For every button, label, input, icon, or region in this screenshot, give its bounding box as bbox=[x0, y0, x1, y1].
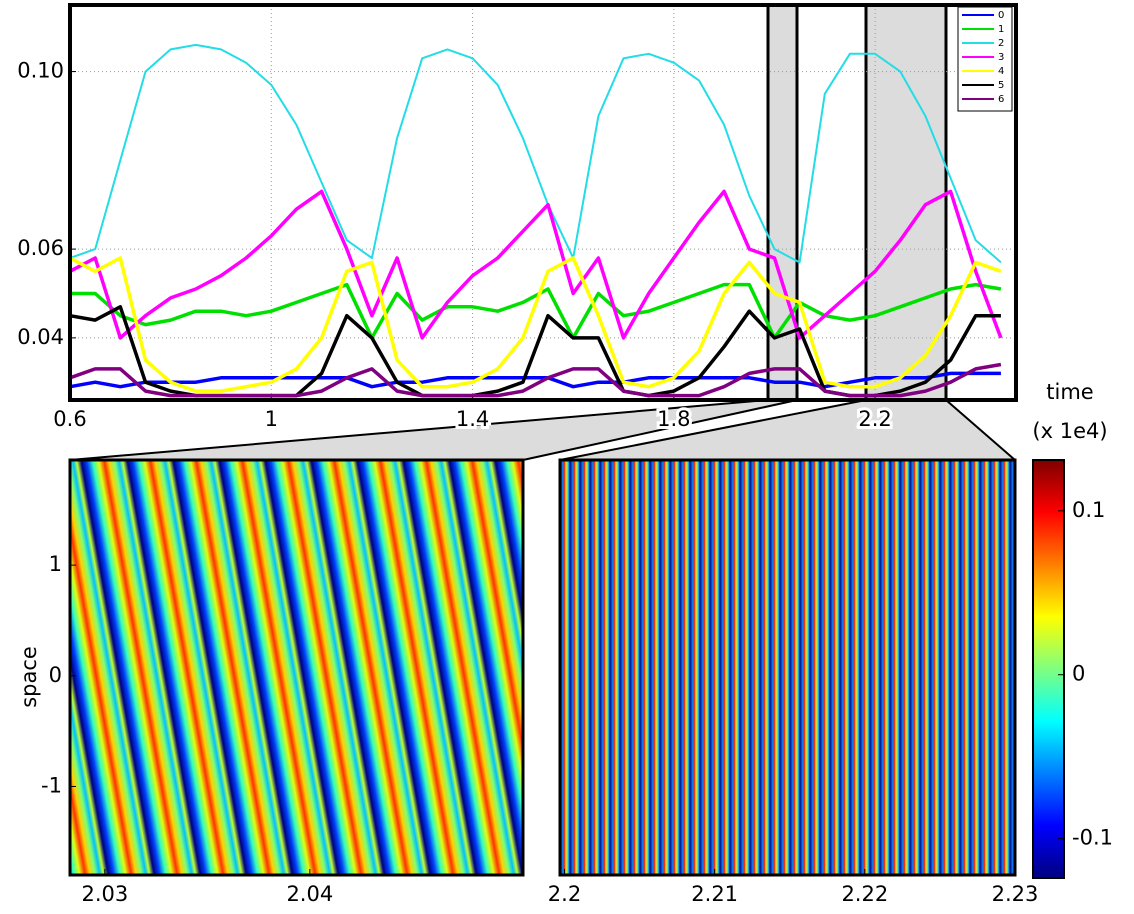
x-tick-label: 2.2 bbox=[858, 407, 891, 431]
x-axis-label: time bbox=[1046, 380, 1093, 404]
series-line bbox=[70, 282, 1002, 340]
x-tick-label: 2.03 bbox=[81, 882, 128, 906]
x-tick-label: 2.04 bbox=[286, 882, 333, 906]
plot-frame bbox=[68, 3, 1018, 402]
heatmap-image bbox=[68, 458, 525, 877]
colorbar-tick-label: 0.1 bbox=[1072, 498, 1105, 522]
colorbar bbox=[1032, 459, 1065, 879]
x-tick-label: 2.22 bbox=[841, 882, 888, 906]
series-line bbox=[69, 256, 1002, 393]
heatmap-image bbox=[558, 458, 1017, 877]
lower-charts: 0.6 1 1.4 1.8 2.2 2.03 2.04 1 0 -1 2.2 2.21 2.22 2.23… bbox=[41, 404, 1113, 906]
legend-label: 5 bbox=[998, 80, 1004, 91]
x-axis-unit: (x 1e4) bbox=[1032, 419, 1107, 443]
x-tick-label: 1.8 bbox=[657, 407, 690, 431]
y-tick-label: 0.06 bbox=[17, 236, 64, 260]
legend-label: 3 bbox=[998, 52, 1004, 63]
zoom-line bbox=[69, 399, 769, 461]
y-tick-label: 0.10 bbox=[17, 59, 64, 83]
legend-label: 2 bbox=[998, 38, 1004, 49]
y-axis-label: space bbox=[17, 646, 41, 708]
y-tick-label: 0 bbox=[49, 663, 62, 687]
x-tick-label: 1 bbox=[265, 407, 278, 431]
y-tick-label: 0.04 bbox=[17, 325, 64, 349]
x-tick-label: 2.21 bbox=[691, 882, 738, 906]
legend-box bbox=[957, 6, 1013, 112]
y-tick-label: 1 bbox=[49, 552, 62, 576]
zoom-region bbox=[766, 3, 799, 402]
series-line bbox=[69, 43, 1002, 264]
series-line bbox=[69, 371, 1001, 389]
zoom-connectors bbox=[69, 399, 1016, 461]
zoom-line bbox=[945, 399, 1016, 461]
legend-label: 6 bbox=[998, 94, 1004, 105]
zoom-connector bbox=[560, 400, 1015, 460]
y-tick-label: -1 bbox=[41, 773, 62, 797]
x-tick-label: 1.4 bbox=[456, 407, 489, 431]
zoom-line bbox=[559, 399, 867, 461]
top-chart: 0.10 0.06 0.04 0 1 2 3 4 5 6 bbox=[17, 5, 1016, 400]
legend-label: 1 bbox=[998, 24, 1004, 35]
plot-area bbox=[70, 5, 1016, 400]
series-line bbox=[69, 189, 1003, 340]
colorbar-tick-label: 0 bbox=[1072, 662, 1085, 686]
x-tick-label: 0.6 bbox=[53, 407, 86, 431]
legend-label: 4 bbox=[998, 66, 1004, 77]
zoom-line bbox=[522, 399, 798, 461]
series-line bbox=[69, 362, 1002, 398]
x-tick-label: 2.2 bbox=[548, 882, 581, 906]
colorbar-tick-label: -0.1 bbox=[1072, 826, 1113, 850]
x-tick-label: 2.23 bbox=[992, 882, 1039, 906]
legend-label: 0 bbox=[998, 10, 1004, 21]
